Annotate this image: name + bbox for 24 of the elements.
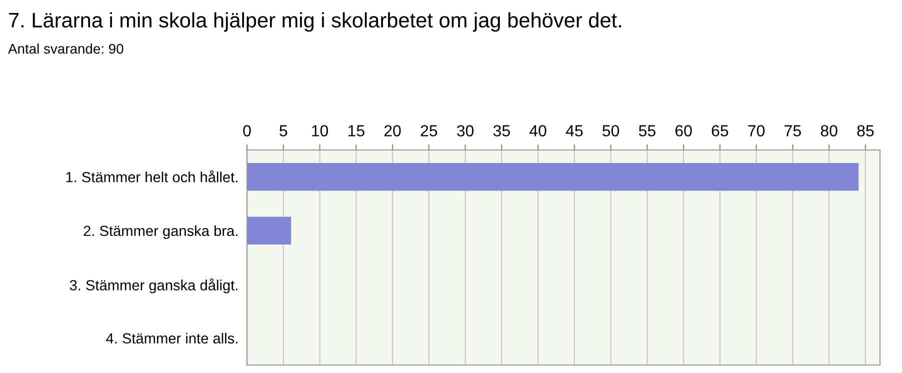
x-tick-label: 65 [712, 125, 728, 136]
x-tick-label: 55 [638, 125, 656, 136]
x-tick-label: 60 [675, 125, 692, 136]
x-tick-label: 25 [420, 125, 438, 136]
x-tick-label: 85 [857, 125, 874, 136]
x-tick-label: 50 [602, 125, 620, 136]
x-tick-label: 15 [348, 125, 364, 136]
x-tick-label: 5 [280, 125, 288, 136]
y-tick-label: 1. Stämmer helt och hållet. [66, 170, 238, 182]
chart-title: 7. Lärarna i min skola hjälper mig i skolarbetet om jag behöver det. [9, 12, 621, 32]
y-tick-label: 4. Stämmer inte alls. [106, 332, 238, 344]
x-tick-label: 80 [820, 125, 838, 136]
x-tick-label: 30 [457, 125, 474, 136]
x-tick-label: 35 [493, 125, 510, 136]
x-tick-label: 45 [566, 125, 583, 136]
x-tick-label: 75 [784, 125, 801, 136]
y-tick-label: 3. Stämmer ganska dåligt. [70, 278, 238, 294]
x-tick-label: 70 [748, 125, 765, 136]
x-tick-label: 20 [384, 125, 401, 136]
x-tick-label: 40 [530, 125, 546, 136]
x-tick-label: 0 [243, 125, 251, 136]
y-tick-label: 2. Stämmer ganska bra. [84, 225, 238, 239]
text: Antal svarande: 90 [8, 44, 124, 54]
x-tick-label: 10 [312, 125, 328, 136]
